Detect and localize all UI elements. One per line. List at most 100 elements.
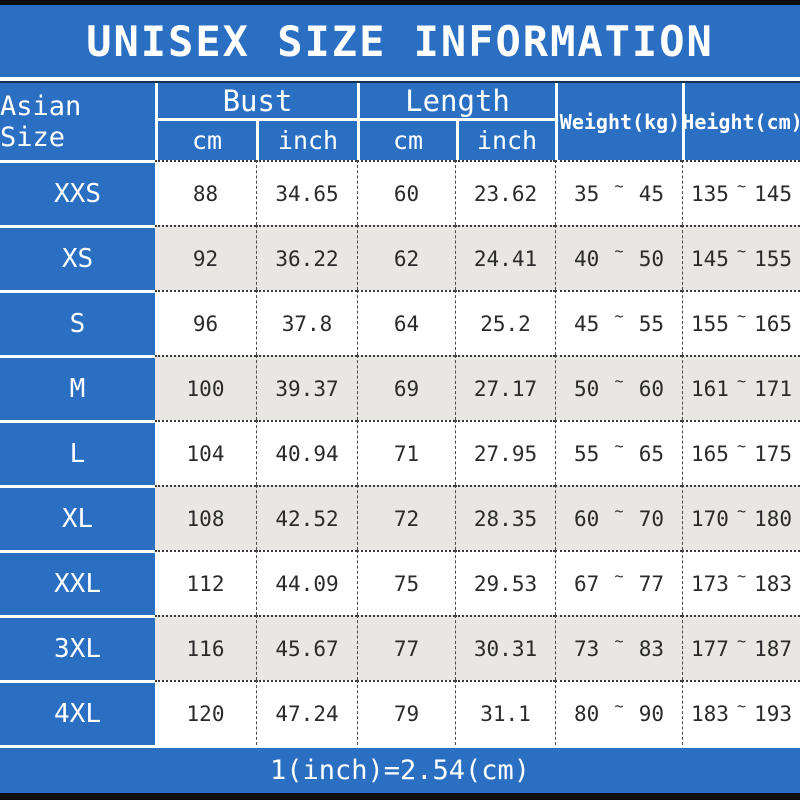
bottom-black-bar [0,793,800,800]
size-cell: 3XL [0,615,155,680]
header-bust-cm: cm [191,126,223,155]
bust-cm-cell: 92 [155,225,256,290]
length-cm-cell: 62 [357,225,455,290]
weight-range-cell: 80 ~90 [555,680,682,745]
tilde-symbol: ~ [736,501,747,520]
tilde-symbol: ~ [614,566,624,585]
header-asian-size: Asian Size [0,90,82,153]
size-cell: L [0,420,155,485]
title-separator-white [0,77,800,81]
header-group-length: Length cm inch [357,83,555,160]
bust-inch-cell: 44.09 [256,550,357,615]
header-bust: Bust [158,83,357,121]
tilde-symbol: ~ [736,241,747,260]
weight-range-cell: 73 ~83 [555,615,682,680]
weight-range-cell: 40 ~50 [555,225,682,290]
header-group-bust: Bust cm inch [155,83,357,160]
bust-cm-cell: 108 [155,485,256,550]
height-range-cell: 135 ~145 [682,160,800,225]
height-range-cell: 170 ~180 [682,485,800,550]
length-inch-cell: 30.31 [455,615,555,680]
length-cm-cell: 64 [357,290,455,355]
footer-separator-white [0,745,800,748]
bust-cm-cell: 112 [155,550,256,615]
bust-inch-cell: 34.65 [256,160,357,225]
tilde-symbol: ~ [614,306,624,325]
weight-range-cell: 50 ~60 [555,355,682,420]
height-range-cell: 161 ~171 [682,355,800,420]
bust-cm-cell: 100 [155,355,256,420]
weight-range-cell: 35 ~45 [555,160,682,225]
height-range-cell: 177 ~187 [682,615,800,680]
tilde-symbol: ~ [614,176,624,195]
size-cell: XL [0,485,155,550]
weight-range-cell: 67 ~77 [555,550,682,615]
tilde-symbol: ~ [614,631,624,650]
bust-inch-cell: 45.67 [256,615,357,680]
length-inch-cell: 24.41 [455,225,555,290]
bust-inch-cell: 47.24 [256,680,357,745]
height-range-cell: 173 ~183 [682,550,800,615]
tilde-symbol: ~ [614,371,624,390]
size-cell: 4XL [0,680,155,745]
tilde-symbol: ~ [614,241,624,260]
weight-range-cell: 55 ~65 [555,420,682,485]
length-cm-cell: 69 [357,355,455,420]
size-cell: XXS [0,160,155,225]
title-separator-dark [0,81,800,83]
length-cm-cell: 79 [357,680,455,745]
length-inch-cell: 27.95 [455,420,555,485]
length-cm-cell: 72 [357,485,455,550]
tilde-symbol: ~ [736,176,747,195]
tilde-symbol: ~ [736,371,747,390]
size-cell: M [0,355,155,420]
size-cell: XXL [0,550,155,615]
height-range-cell: 155 ~165 [682,290,800,355]
tilde-symbol: ~ [736,696,747,715]
bust-cm-cell: 120 [155,680,256,745]
weight-range-cell: 60 ~70 [555,485,682,550]
header-length-inch: inch [456,121,555,160]
length-inch-cell: 23.62 [455,160,555,225]
length-inch-cell: 25.2 [455,290,555,355]
tilde-symbol: ~ [614,501,624,520]
bust-inch-cell: 39.37 [256,355,357,420]
height-range-cell: 165 ~175 [682,420,800,485]
length-cm-cell: 71 [357,420,455,485]
header-height: Height(cm) [682,83,800,160]
weight-range-cell: 45 ~55 [555,290,682,355]
header-bust-inch: inch [256,121,357,160]
height-range-cell: 145 ~155 [682,225,800,290]
tilde-symbol: ~ [736,631,747,650]
bust-cm-cell: 116 [155,615,256,680]
header-weight: Weight(kg) [555,83,682,160]
bust-cm-cell: 96 [155,290,256,355]
tilde-symbol: ~ [736,436,747,455]
tilde-symbol: ~ [736,306,747,325]
size-table-body: XXS 88 34.65 60 23.62 35 ~45 135 ~145 XS 9… [0,160,800,745]
footer-band: 1(inch)=2.54(cm) [0,748,800,793]
page-title: UNISEX SIZE INFORMATION [86,16,714,66]
conversion-note: 1(inch)=2.54(cm) [269,755,531,786]
length-inch-cell: 31.1 [455,680,555,745]
header-length-cm: cm [392,126,424,155]
size-cell: S [0,290,155,355]
length-cm-cell: 60 [357,160,455,225]
bust-cm-cell: 88 [155,160,256,225]
tilde-symbol: ~ [614,696,624,715]
bust-cm-cell: 104 [155,420,256,485]
length-inch-cell: 27.17 [455,355,555,420]
height-range-cell: 183 ~193 [682,680,800,745]
title-band: UNISEX SIZE INFORMATION [0,5,800,77]
header-length: Length [360,83,555,121]
top-black-bar [0,0,800,5]
length-inch-cell: 28.35 [455,485,555,550]
size-cell: XS [0,225,155,290]
table-header-row: Asian Size Bust cm inch Length cm inch W… [0,83,800,160]
length-inch-cell: 29.53 [455,550,555,615]
bust-inch-cell: 36.22 [256,225,357,290]
bust-inch-cell: 42.52 [256,485,357,550]
tilde-symbol: ~ [736,566,747,585]
length-cm-cell: 75 [357,550,455,615]
